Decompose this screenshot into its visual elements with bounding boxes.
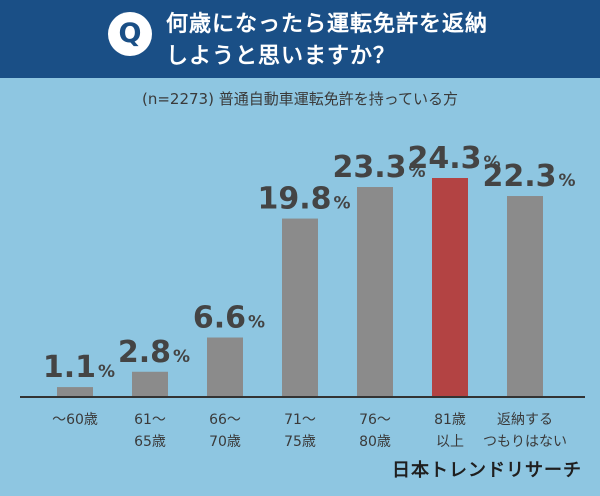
data-label-0: 1.1% <box>43 350 115 385</box>
data-label-1: 2.8% <box>118 335 190 370</box>
x-tick-label-2-1: 70歳 <box>209 434 241 450</box>
question-header: Q 何歳になったら運転免許を返納 しようと思いますか？ <box>0 0 600 78</box>
x-tick-label-3-1: 75歳 <box>284 434 316 450</box>
bar-4 <box>357 187 393 397</box>
x-tick-label-4-0: 76〜 <box>359 412 391 428</box>
x-tick-label-4-1: 80歳 <box>359 434 391 450</box>
data-label-3: 19.8% <box>257 182 350 217</box>
bar-2 <box>207 337 243 397</box>
bar-5 <box>432 178 468 397</box>
question-line-2: しようと思いますか？ <box>166 44 397 69</box>
bar-1 <box>132 371 168 397</box>
bar-6 <box>507 196 543 397</box>
bar-3 <box>282 218 318 397</box>
data-label-4: 23.3% <box>332 150 425 185</box>
question-line-1: 何歳になったら運転免許を返納 <box>166 12 489 37</box>
data-label-5: 24.3% <box>407 141 500 176</box>
x-tick-label-6-1: つもりはない <box>483 434 567 450</box>
x-tick-label-1-0: 61〜 <box>134 412 166 428</box>
x-tick-label-3-0: 71〜 <box>284 412 316 428</box>
x-tick-label-6-0: 返納する <box>497 412 553 428</box>
bar-0 <box>57 387 93 397</box>
q-badge: Q <box>108 12 152 56</box>
x-tick-label-5-0: 81歳 <box>434 412 466 428</box>
chart-subtitle: (n=2273) 普通自動車運転免許を持っている方 <box>142 90 458 108</box>
x-tick-label-2-0: 66〜 <box>209 412 241 428</box>
data-label-6: 22.3% <box>482 159 575 194</box>
x-tick-label-5-1: 以上 <box>436 434 464 450</box>
x-tick-label-1-1: 65歳 <box>134 434 166 450</box>
brand-logo: 日本トレンドリサーチ <box>392 460 582 481</box>
x-tick-label-0-0: 〜60歳 <box>52 412 98 428</box>
data-label-2: 6.6% <box>193 301 265 336</box>
